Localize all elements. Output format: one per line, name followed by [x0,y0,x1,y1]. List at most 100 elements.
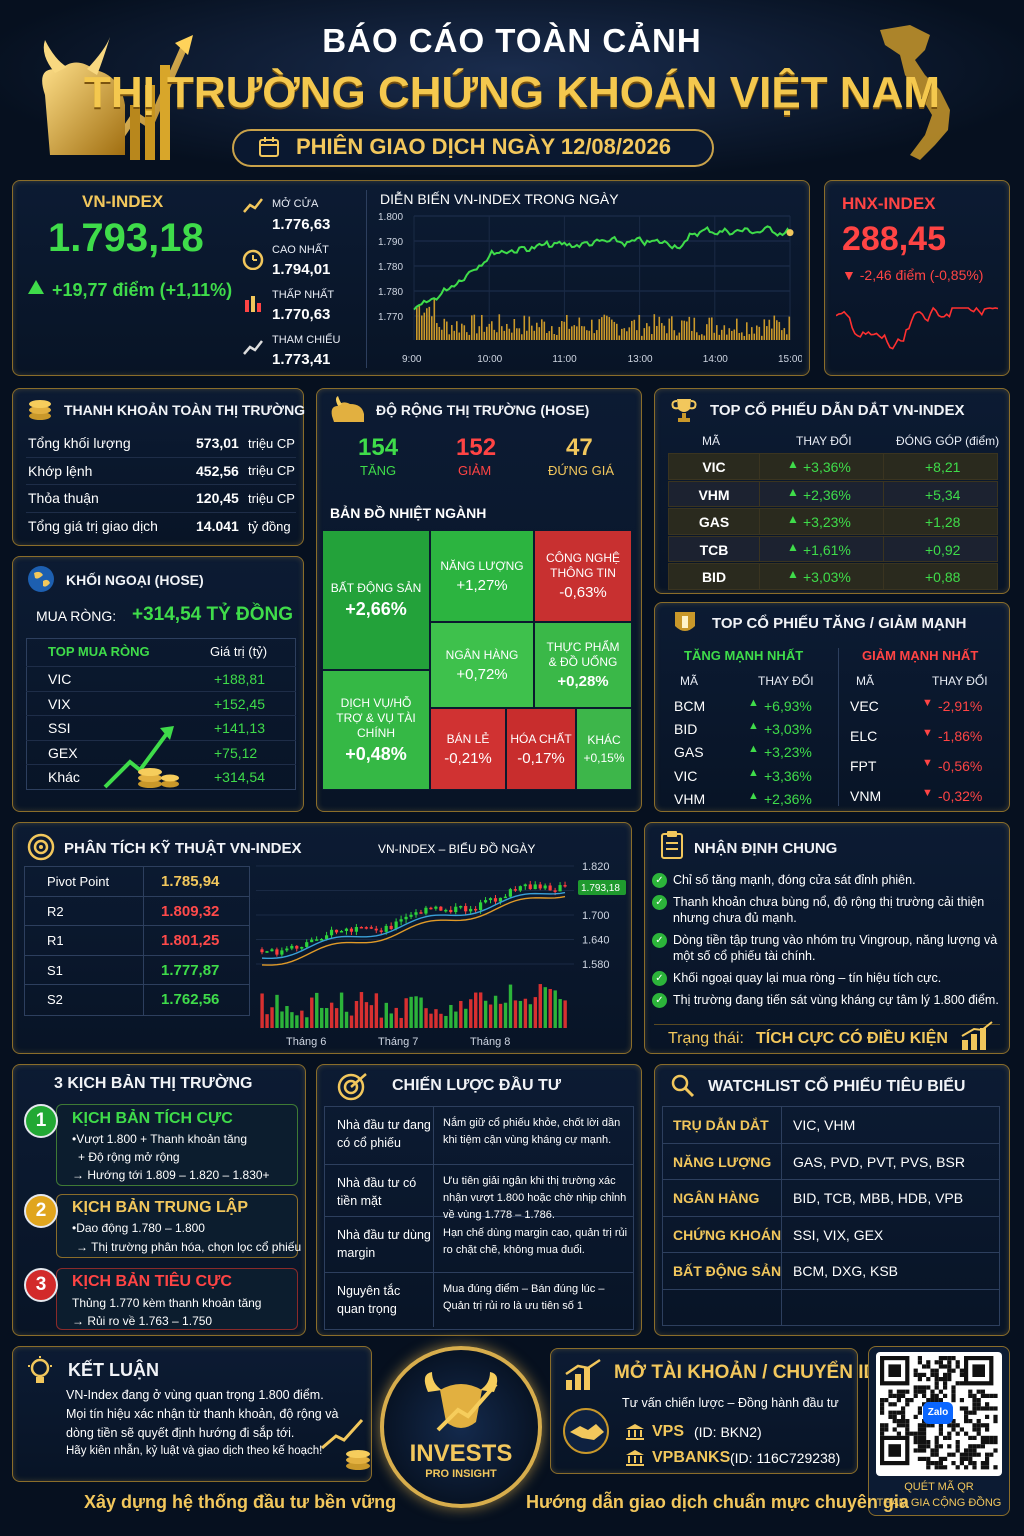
candle [349,928,354,932]
bull-logo-icon [424,1372,498,1432]
liquidity-unit: tỷ đồng [248,518,291,534]
volume-bar [558,326,561,340]
qr-module [980,1435,985,1440]
stock-code: GAS [698,514,730,531]
volume-bar [538,327,541,340]
badge-icon [675,612,695,631]
volume-bar [419,997,423,1028]
strategy-audience: Nhà đầu tư dùng margin [337,1228,431,1260]
x-tick-label: Tháng 8 [470,1036,510,1048]
volume-bar [516,328,518,340]
leaders-col-contribution: ĐÓNG GÓP (điểm) [896,434,1000,448]
volume-bar [433,298,436,340]
candle [548,885,552,891]
volume-bar [329,1002,334,1028]
last-point [786,229,794,237]
heatmap-cell[interactable]: HÓA CHẤT -0,17% [506,708,576,790]
qr-module [926,1423,931,1428]
qr-module [934,1444,939,1449]
strategy-audience: Nguyên tắc quan trọng [337,1284,401,1316]
gainer-row: BID ▲ +3,03% [672,717,822,740]
sector-label: BẤT ĐỘNG SẢN [673,1263,782,1280]
volume-bar [456,321,458,340]
coins-icon [29,400,51,420]
liquidity-unit: triệu CP [248,435,295,451]
vietnam-map-icon [880,25,950,160]
brand-name: INVESTS [409,1440,513,1467]
qr-module [888,1393,893,1398]
qr-module [926,1461,931,1466]
heatmap-cell[interactable]: CÔNG NGHỆ THÔNG TIN -0,63% [534,530,632,622]
change-value: -0,32% [938,788,983,804]
qr-module [892,1419,897,1424]
qr-module [959,1381,964,1386]
heatmap-cell[interactable]: DỊCH VỤ/HỖ TRỢ & VỤ TÀI CHÍNH +0,48% [322,670,430,790]
losers-table: VEC ▼ -2,91% ELC ▼ -1,86% FPT ▼ -0,56% VNM ▼ -0,32% [846,694,998,814]
up-arrow-icon: ▲ [787,484,799,499]
volume-bar [706,324,708,340]
qr-module [968,1389,973,1394]
qr-module [917,1456,922,1461]
qr-module [947,1377,952,1382]
qr-module [972,1402,977,1407]
watchlist-row: NGÂN HÀNG BID, TCB, MBB, HDB, VPB [663,1180,999,1217]
col-divider [781,1143,782,1180]
scenario-number: 1 [24,1104,58,1138]
qr-module [980,1423,985,1428]
volume-bar [723,325,726,340]
qr-module [922,1393,927,1398]
qr-module [934,1440,939,1445]
qr-module [926,1377,931,1382]
volume-bar [696,332,698,340]
qr-module [959,1452,964,1457]
candle [275,949,279,955]
qr-module [955,1431,960,1436]
candle [414,912,418,915]
qr-module [993,1414,998,1419]
heatmap-cell[interactable]: NĂNG LƯỢNG +1,27% [430,530,534,622]
qr-module [968,1456,973,1461]
qr-module [896,1393,901,1398]
heatmap-cell[interactable]: NGÂN HÀNG +0,72% [430,622,534,708]
sector-stocks: VIC, VHM [793,1117,856,1133]
scenario-number: 3 [24,1268,58,1302]
up-arrow-icon: ▲ [787,457,799,471]
heatmap-cell[interactable]: BẤT ĐỘNG SẢN +2,66% [322,530,430,670]
volume-bar [275,994,279,1028]
watchlist-row: TRỤ DẪN DẮT VIC, VHM [663,1107,999,1144]
strategy-advice: Mua đúng điểm – Bán đúng lúc – Quản trị … [443,1283,605,1312]
qr-module [964,1456,969,1461]
heatmap-cell[interactable]: THỰC PHẨM & ĐỒ UỐNG +0,28% [534,622,632,708]
volume-bar [508,984,513,1028]
col-divider [759,536,760,562]
search-icon [671,1074,695,1098]
volume-bar [394,1007,398,1028]
qr-module [917,1372,922,1377]
qr-module [976,1423,981,1428]
col-divider [433,1107,434,1164]
candle [295,945,299,949]
volume-bar [501,326,503,340]
qr-module [917,1385,922,1390]
vnindex-change: +19,77 điểm (+1,11%) [52,280,233,300]
change-value: +3,23% [803,514,851,531]
liquidity-panel [12,388,304,546]
qr-module [938,1364,943,1369]
y-tick-label: 1.700 [582,910,610,922]
qr-module [905,1431,910,1436]
contribution-value: +0,88 [925,569,961,586]
qr-module [943,1385,948,1390]
qr-module [922,1448,927,1453]
qr-code[interactable] [880,1356,998,1472]
pivot-row: S1 1.777,87 [25,955,249,986]
qr-module [993,1393,998,1398]
volume-bar [324,1008,329,1028]
qr-module [926,1440,931,1445]
pivot-row: S2 1.762,56 [25,985,249,1015]
session-badge [232,129,714,167]
heatmap-cell[interactable]: KHÁC +0,15% [576,708,632,790]
heatmap-cell[interactable]: BÁN LẺ -0,21% [430,708,506,790]
qr-module [972,1448,977,1453]
qr-module [905,1427,910,1432]
volume-bar [389,1013,393,1028]
